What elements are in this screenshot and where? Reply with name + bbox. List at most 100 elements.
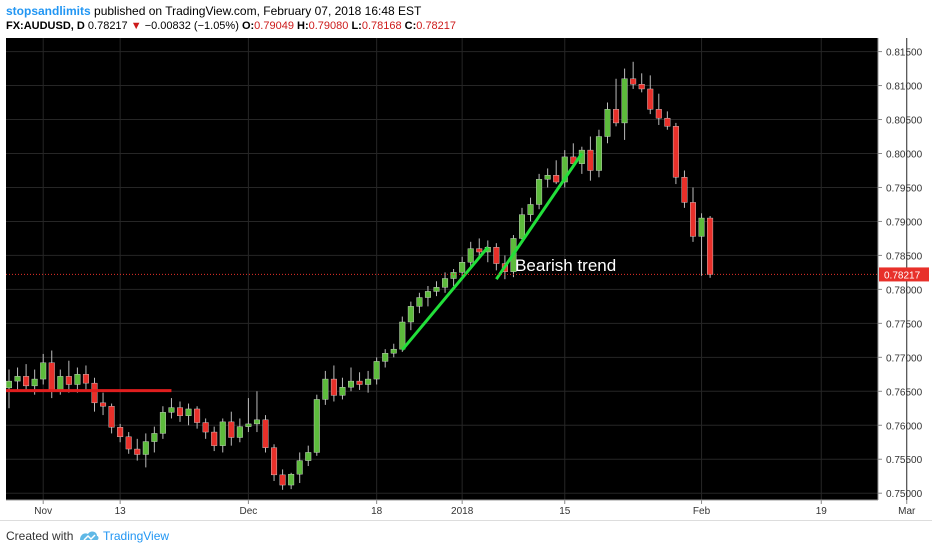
candle-body	[134, 448, 141, 455]
candle-body	[647, 88, 654, 110]
footer-bar: Created with TradingView	[0, 520, 932, 551]
low-value: 0.78168	[361, 20, 402, 32]
x-tick-label: 13	[115, 506, 127, 517]
candle-body	[211, 431, 218, 446]
x-axis: Nov13Dec18201815Feb19Mar19	[6, 499, 916, 517]
y-tick-label: 0.81500	[886, 48, 923, 59]
candle-body	[655, 109, 662, 119]
candlestick-chart[interactable]: 0.78217 Bearish trend 0.81500 0.81000 0.805…	[0, 38, 932, 520]
high-value: 0.79080	[308, 20, 349, 32]
y-tick-label: 0.75500	[886, 455, 923, 466]
grid-lines	[6, 38, 908, 500]
candle-body	[681, 177, 688, 203]
price-change: −0.00832 (−1.05%)	[144, 20, 239, 32]
y-tick-label: 0.78500	[886, 251, 923, 262]
plot-background	[6, 38, 878, 500]
candle-body	[74, 374, 81, 385]
x-tick-label: Nov	[34, 506, 52, 517]
close-value: 0.78217	[416, 20, 457, 32]
candle-body	[40, 362, 47, 380]
candle-body	[544, 175, 551, 180]
candle-body	[23, 376, 30, 387]
candle-body	[690, 202, 697, 237]
candle-body	[228, 421, 235, 438]
candle-body	[65, 376, 72, 385]
y-tick-label: 0.76500	[886, 387, 923, 398]
chart-area[interactable]: 0.78217 Bearish trend 0.81500 0.81000 0.805…	[0, 38, 932, 520]
y-tick-label: 0.79500	[886, 183, 923, 194]
candle-body	[621, 78, 628, 124]
candle-body	[108, 406, 115, 428]
candles-group	[5, 61, 714, 490]
last-price: 0.78217	[87, 20, 128, 32]
y-tick-label: 0.81000	[886, 82, 923, 93]
candle-body	[519, 214, 526, 239]
open-value: 0.79049	[254, 20, 294, 32]
candle-body	[450, 272, 457, 279]
candle-body	[339, 387, 346, 396]
candle-body	[527, 204, 534, 215]
candle-body	[424, 291, 431, 298]
candle-body	[271, 447, 278, 476]
y-tick-label: 0.77500	[886, 319, 923, 330]
candle-body	[433, 287, 440, 292]
candle-body	[330, 378, 337, 396]
bearish-trend-annotation: Bearish trend	[515, 256, 616, 275]
candle-body	[613, 109, 620, 124]
y-tick-label: 0.76000	[886, 421, 923, 432]
x-tick-label: 2018	[451, 506, 474, 517]
candle-body	[536, 179, 543, 205]
candle-body	[185, 408, 192, 416]
publish-line: stopsandlimits published on TradingView.…	[6, 4, 421, 18]
candle-body	[476, 248, 483, 253]
candle-body	[305, 452, 312, 461]
candle-body	[288, 473, 295, 486]
candle-body	[245, 423, 252, 427]
x-tick-label: 19	[816, 506, 828, 517]
candle-body	[82, 374, 89, 384]
candle-body	[365, 378, 372, 385]
candle-body	[390, 348, 397, 354]
candle-body	[399, 321, 406, 350]
candle-body	[262, 419, 269, 448]
candle-body	[236, 426, 243, 438]
created-with-text: Created with	[6, 529, 74, 543]
x-tick-label: Dec	[240, 506, 258, 517]
candle-body	[595, 136, 602, 171]
candle-body	[356, 380, 363, 385]
trend-line	[495, 152, 584, 281]
candle-body	[630, 78, 637, 85]
candle-body	[125, 436, 132, 450]
low-label: L:	[351, 20, 362, 32]
published-text: published on TradingView.com, February 0…	[94, 4, 422, 18]
y-tick-label: 0.80500	[886, 116, 923, 127]
candle-body	[672, 126, 679, 178]
candle-body	[407, 306, 414, 323]
x-tick-label: 15	[559, 506, 571, 517]
candle-body	[142, 441, 149, 455]
candle-body	[561, 156, 568, 183]
candle-body	[604, 109, 611, 137]
tradingview-brand[interactable]: TradingView	[103, 529, 170, 543]
ohlc-line: FX:AUDUSD, D 0.78217 ▼ −0.00832 (−1.05%)…	[6, 20, 456, 32]
candle-body	[553, 175, 560, 183]
x-tick-label: Feb	[693, 506, 711, 517]
tradingview-logo-icon[interactable]	[78, 528, 100, 544]
candle-body	[176, 407, 183, 416]
candle-body	[100, 402, 107, 407]
down-arrow-icon: ▼	[130, 20, 142, 32]
author-link[interactable]: stopsandlimits	[6, 4, 91, 18]
candle-body	[219, 421, 226, 446]
candle-body	[698, 217, 705, 237]
y-tick-label: 0.79000	[886, 217, 923, 228]
x-tick-label: Mar	[898, 506, 916, 517]
y-tick-label: 0.75000	[886, 489, 923, 500]
current-price-tag	[879, 267, 929, 282]
candle-body	[31, 378, 38, 387]
candle-body	[467, 248, 474, 263]
close-label: C:	[404, 20, 417, 32]
drawings-group: 0.78217 Bearish trend	[6, 152, 929, 393]
candle-body	[253, 419, 260, 425]
candle-body	[202, 422, 209, 433]
y-tick-label: 0.78000	[886, 285, 923, 296]
